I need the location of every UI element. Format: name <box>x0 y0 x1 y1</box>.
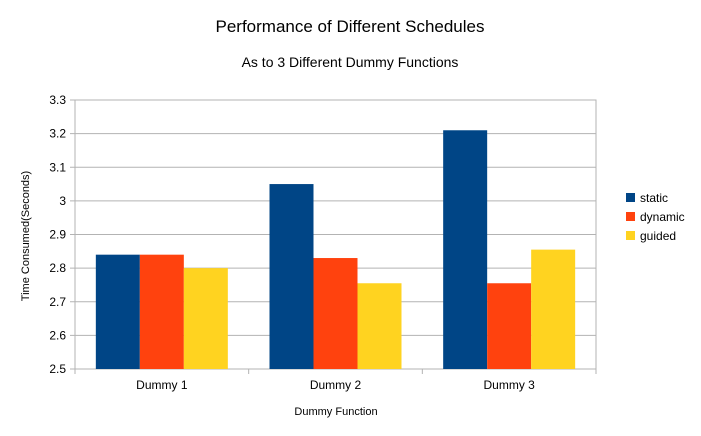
legend-label-static: static <box>640 191 668 205</box>
bar-dynamic-2 <box>313 258 358 369</box>
y-tick-label: 3 <box>59 194 66 208</box>
bar-static-3 <box>443 130 488 369</box>
x-axis-ticks: Dummy 1 Dummy 2 Dummy 3 <box>74 369 597 392</box>
x-tick-label: Dummy 3 <box>483 378 535 392</box>
chart-subtitle: As to 3 Different Dummy Functions <box>242 54 459 70</box>
legend-swatch-static <box>626 193 635 202</box>
y-axis-ticks: 2.5 2.6 2.7 2.8 2.9 3 3.1 3.2 3.3 <box>49 93 75 376</box>
y-tick-label: 2.5 <box>49 362 66 376</box>
x-tick-label: Dummy 1 <box>136 378 188 392</box>
y-tick-label: 3.3 <box>49 93 66 107</box>
bar-guided-1 <box>183 268 228 369</box>
bar-static-1 <box>95 254 140 369</box>
bar-guided-2 <box>357 283 402 369</box>
y-tick-label: 2.7 <box>49 295 66 309</box>
y-tick-label: 2.8 <box>49 261 66 275</box>
chart-title: Performance of Different Schedules <box>216 17 485 36</box>
bar-guided-3 <box>531 249 576 369</box>
legend-swatch-guided <box>626 231 635 240</box>
y-tick-label: 2.9 <box>49 228 66 242</box>
bar-dynamic-3 <box>487 283 532 369</box>
x-tick-label: Dummy 2 <box>310 378 362 392</box>
bar-dynamic-1 <box>139 254 184 369</box>
legend-label-dynamic: dynamic <box>640 210 685 224</box>
x-axis-label: Dummy Function <box>294 406 377 418</box>
y-tick-label: 3.2 <box>49 127 66 141</box>
bar-static-2 <box>269 184 314 369</box>
bars <box>95 130 576 369</box>
legend-label-guided: guided <box>640 229 676 243</box>
y-axis-label: Time Consumed(Seconds) <box>20 171 32 301</box>
legend: static dynamic guided <box>626 191 685 243</box>
y-tick-label: 2.6 <box>49 328 66 342</box>
legend-swatch-dynamic <box>626 212 635 221</box>
y-tick-label: 3.1 <box>49 160 66 174</box>
